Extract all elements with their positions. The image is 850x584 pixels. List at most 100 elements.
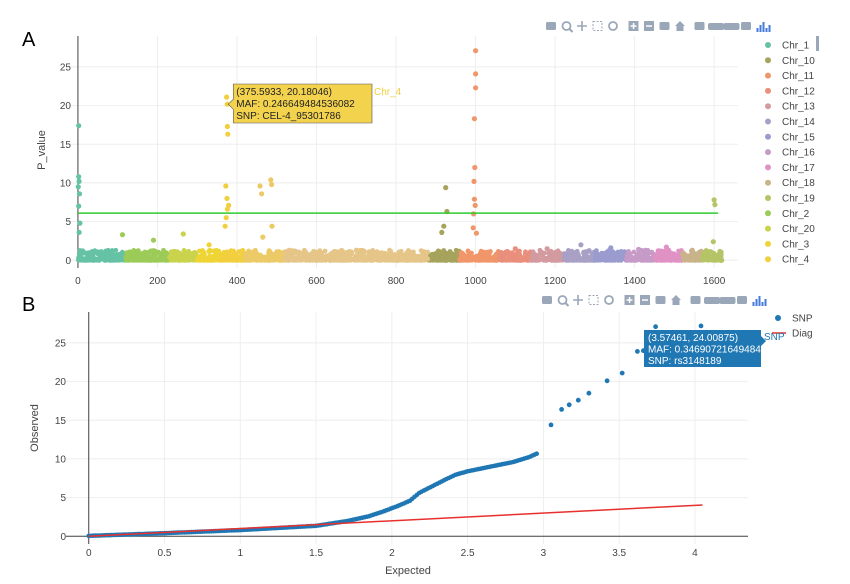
- data-point[interactable]: [619, 370, 625, 376]
- peak-point[interactable]: [473, 48, 479, 54]
- peak-point[interactable]: [711, 197, 717, 203]
- data-point[interactable]: [294, 255, 300, 260]
- peak-point[interactable]: [268, 177, 274, 183]
- data-point[interactable]: [207, 253, 212, 259]
- data-point[interactable]: [276, 257, 281, 262]
- hover-closest-icon[interactable]: [704, 297, 720, 304]
- data-point[interactable]: [718, 257, 724, 263]
- peak-point[interactable]: [608, 245, 614, 251]
- legend-item[interactable]: Chr_10: [765, 56, 815, 67]
- data-point[interactable]: [130, 257, 136, 263]
- data-point[interactable]: [76, 257, 81, 263]
- peak-point[interactable]: [224, 206, 230, 212]
- data-point[interactable]: [161, 247, 166, 253]
- peak-point[interactable]: [259, 191, 265, 197]
- data-point[interactable]: [253, 247, 258, 253]
- data-point[interactable]: [399, 254, 405, 260]
- data-point[interactable]: [449, 257, 455, 263]
- legend-b[interactable]: SNP Diag: [772, 314, 813, 340]
- data-point[interactable]: [529, 257, 534, 263]
- data-point[interactable]: [583, 257, 589, 263]
- data-point[interactable]: [635, 349, 640, 354]
- pan-icon[interactable]: [577, 21, 587, 31]
- zoom-out-icon[interactable]: [644, 21, 654, 31]
- data-point[interactable]: [319, 254, 324, 260]
- data-point[interactable]: [124, 251, 130, 257]
- peak-point[interactable]: [544, 246, 550, 252]
- data-point[interactable]: [107, 257, 113, 262]
- data-point[interactable]: [703, 248, 709, 253]
- data-point[interactable]: [497, 255, 503, 261]
- data-point[interactable]: [231, 257, 237, 263]
- edit-chart-icon[interactable]: [741, 22, 751, 30]
- data-point[interactable]: [227, 249, 233, 255]
- data-point[interactable]: [718, 249, 724, 255]
- data-point[interactable]: [575, 397, 581, 403]
- data-point[interactable]: [559, 407, 564, 412]
- data-point[interactable]: [615, 257, 620, 263]
- data-point[interactable]: [343, 257, 348, 263]
- peak-point[interactable]: [269, 223, 275, 229]
- data-point[interactable]: [348, 252, 354, 257]
- modebar-a[interactable]: [546, 21, 771, 33]
- data-point[interactable]: [516, 253, 522, 259]
- data-point[interactable]: [322, 248, 328, 254]
- data-point[interactable]: [665, 257, 670, 263]
- data-point[interactable]: [175, 257, 181, 263]
- hover-compare-icon[interactable]: [719, 297, 736, 304]
- legend-item[interactable]: Chr_18: [765, 178, 815, 189]
- peak-point[interactable]: [180, 231, 186, 237]
- data-point[interactable]: [253, 257, 259, 263]
- data-point[interactable]: [423, 254, 429, 260]
- hover-compare-icon[interactable]: [723, 23, 740, 30]
- data-point[interactable]: [439, 250, 444, 256]
- data-point[interactable]: [645, 257, 651, 263]
- data-point[interactable]: [134, 252, 140, 257]
- data-point[interactable]: [681, 254, 687, 260]
- data-point[interactable]: [405, 250, 411, 256]
- autoscale-icon[interactable]: [659, 22, 670, 30]
- data-point[interactable]: [119, 257, 125, 262]
- data-point[interactable]: [200, 257, 206, 263]
- autoscale-icon[interactable]: [655, 296, 666, 304]
- data-point[interactable]: [291, 248, 297, 254]
- legend-item[interactable]: Chr_4: [765, 255, 810, 266]
- data-point[interactable]: [612, 250, 617, 256]
- data-point[interactable]: [603, 251, 608, 257]
- data-point[interactable]: [160, 253, 166, 258]
- data-point[interactable]: [80, 248, 86, 254]
- hover-closest-icon[interactable]: [708, 23, 724, 30]
- peak-point[interactable]: [269, 181, 275, 188]
- data-point[interactable]: [184, 254, 189, 260]
- data-point[interactable]: [551, 257, 557, 263]
- data-point[interactable]: [295, 250, 301, 256]
- peak-point[interactable]: [119, 232, 126, 238]
- legend-item[interactable]: Chr_16: [765, 148, 815, 159]
- data-point[interactable]: [646, 249, 652, 255]
- data-point[interactable]: [307, 252, 312, 258]
- zoom-out-icon[interactable]: [640, 295, 650, 305]
- peak-point[interactable]: [223, 183, 229, 189]
- plotly-logo-icon[interactable]: [756, 22, 771, 32]
- data-point[interactable]: [395, 251, 401, 257]
- data-point[interactable]: [88, 257, 94, 263]
- data-point[interactable]: [586, 390, 592, 396]
- data-point[interactable]: [85, 254, 90, 260]
- data-point[interactable]: [354, 256, 360, 262]
- data-point[interactable]: [212, 248, 217, 254]
- data-point[interactable]: [114, 255, 120, 260]
- peak-point[interactable]: [353, 247, 359, 253]
- peak-point[interactable]: [260, 234, 266, 240]
- legend-item[interactable]: Chr_17: [765, 163, 815, 174]
- data-point[interactable]: [135, 248, 141, 254]
- peak-point[interactable]: [470, 225, 476, 231]
- peak-point[interactable]: [77, 220, 83, 226]
- peak-point[interactable]: [578, 242, 584, 248]
- data-point[interactable]: [604, 378, 610, 384]
- data-point[interactable]: [609, 256, 615, 262]
- data-point[interactable]: [618, 251, 624, 256]
- data-point[interactable]: [327, 252, 333, 257]
- data-point[interactable]: [284, 253, 290, 258]
- lasso-icon[interactable]: [604, 295, 614, 305]
- data-point[interactable]: [302, 247, 307, 253]
